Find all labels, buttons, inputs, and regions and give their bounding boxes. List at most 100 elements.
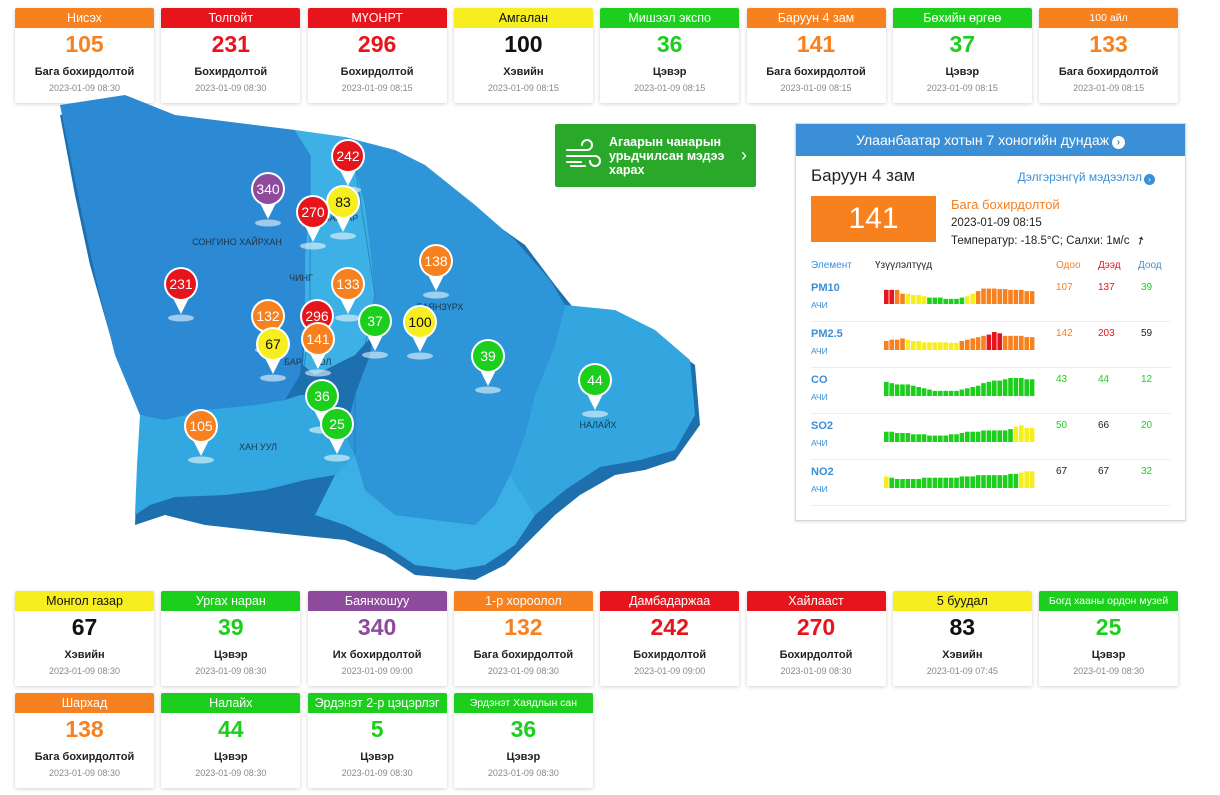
- spark-bar: [986, 288, 992, 304]
- station-name: Ургах наран: [161, 591, 301, 611]
- spark-bar: [1019, 472, 1024, 488]
- station-aqi-value: 340: [357, 614, 397, 640]
- spark-bar: [884, 381, 889, 396]
- district-label: ЧИНГ: [289, 273, 313, 283]
- aqi-value-box: 141: [811, 196, 936, 242]
- spark-bar: [916, 434, 921, 442]
- map-pin[interactable]: 231: [164, 267, 198, 322]
- spark-bar: [965, 431, 970, 442]
- station-card[interactable]: Толгойт 231 Бохирдолтой 2023-01-09 08:30: [161, 8, 301, 103]
- station-name: 5 буудал: [892, 591, 1032, 611]
- map-pin-circle: [333, 141, 363, 171]
- station-card[interactable]: 1-р хороолол 132 Бага бохирдолтой 2023-01-0…: [453, 591, 593, 686]
- station-card[interactable]: 5 буудал 83 Хэвийн 2023-01-09 07:45: [892, 591, 1032, 686]
- station-card[interactable]: Богд хааны ордон музей 25 Цэвэр 2023-01-09 …: [1039, 591, 1179, 686]
- spark-bar: [954, 298, 959, 304]
- wind-icon: [566, 138, 601, 167]
- station-card[interactable]: Налайх 44 Цэвэр 2023-01-09 08:30: [161, 693, 301, 788]
- map-pin[interactable]: 138: [419, 244, 453, 299]
- station-timestamp: 2023-01-09 08:30: [487, 666, 559, 676]
- station-card[interactable]: Монгол газар 67 Хэвийн 2023-01-09 08:30: [15, 591, 154, 686]
- map-pin[interactable]: 83: [326, 185, 360, 240]
- station-card[interactable]: Баянхошуу 340 Их бохирдолтой 2023-01-09 09:…: [307, 591, 447, 686]
- station-aqi-value: 138: [65, 716, 104, 742]
- map-pin-value: 67: [265, 336, 281, 352]
- station-card[interactable]: Эрдэнэт Хаядлын сан 36 Цэвэр 2023-01-09 08:…: [453, 693, 593, 788]
- station-aqi-value: 270: [796, 614, 836, 640]
- station-aqi-value: 231: [211, 31, 250, 57]
- station-card[interactable]: Хайлааст 270 Бохирдолтой 2023-01-09 08:30: [746, 591, 886, 686]
- spark-bar: [1029, 379, 1035, 396]
- map-pin-circle: [328, 187, 358, 217]
- district-bayanzurkh[interactable]: [345, 137, 565, 525]
- spark-bar: [948, 298, 954, 304]
- station-name: Бөхийн өргөө: [892, 8, 1032, 28]
- map-pin-circle: [253, 174, 283, 204]
- spark-bar: [932, 297, 938, 304]
- spark-bar: [1013, 289, 1019, 304]
- station-card[interactable]: Ургах наран 39 Цэвэр 2023-01-09 08:30: [161, 591, 301, 686]
- district-songinokhairkhan[interactable]: [60, 95, 310, 420]
- map-pin[interactable]: 133: [331, 267, 365, 322]
- district-south[interactable]: [315, 455, 535, 570]
- pollutant-table: Элемент Үзүүлэлтүүд Одоо Дээд Доод PM10 А…: [811, 260, 1171, 506]
- weekly-average-link[interactable]: Улаанбаатар хотын 7 хоногийн дундаж ›: [796, 124, 1185, 156]
- station-name: Шархад: [15, 693, 154, 713]
- header-element: Элемент: [811, 260, 852, 271]
- selected-station-name: Баруун 4 зам: [811, 166, 916, 185]
- detail-link[interactable]: Дэлгэрэнгүй мэдээлэл ›: [1018, 170, 1155, 185]
- station-card[interactable]: Бөхийн өргөө 37 Цэвэр 2023-01-09 08:15: [892, 8, 1032, 103]
- spark-bar: [1019, 425, 1024, 442]
- station-card[interactable]: Мишээл экспо 36 Цэвэр 2023-01-09 08:15: [600, 8, 740, 103]
- station-card[interactable]: Шархад 138 Бага бохирдолтой 2023-01-09 08:3…: [15, 693, 154, 788]
- map-pin[interactable]: 44: [578, 363, 612, 418]
- station-card[interactable]: Баруун 4 зам 141 Бага бохирдолтой 2023-01-0…: [746, 8, 886, 103]
- map-pin[interactable]: 100: [403, 305, 437, 360]
- station-level: Бохирдолтой: [633, 649, 707, 661]
- map-pin[interactable]: 37: [358, 304, 392, 359]
- map-pin[interactable]: 270: [296, 195, 330, 250]
- map-pin-value: 36: [314, 388, 330, 404]
- station-card[interactable]: Амгалан 100 Хэвийн 2023-01-09 08:15: [453, 8, 593, 103]
- district-nalaikh[interactable]: [510, 305, 695, 515]
- ulaanbaatar-district-map: СОНГИНО ХАЙРХАН ХАН УУЛ БАЯНЗҮРХ НАЛАЙХ ЧИНГ…: [60, 95, 700, 580]
- map-pin[interactable]: 105: [184, 409, 218, 464]
- station-card[interactable]: МҮОНРТ 296 Бохирдолтой 2023-01-09 08:15: [307, 8, 447, 103]
- station-name: Эрдэнэт Хаядлын сан: [453, 693, 593, 713]
- pollutant-now: 142: [1056, 328, 1073, 339]
- pollutant-sparkbars: [884, 332, 1035, 350]
- pollutant-sparkbars: [884, 471, 1035, 488]
- station-card[interactable]: 100 айл 133 Бага бохирдолтой 2023-01-09 08:…: [1039, 8, 1179, 103]
- map-pin[interactable]: 141: [301, 322, 335, 377]
- spark-bar: [905, 293, 911, 304]
- spark-bar: [997, 430, 1002, 442]
- arrow-circle-icon: ›: [1111, 136, 1125, 149]
- station-card[interactable]: Дамбадаржаа 242 Бохирдолтой 2023-01-09 09:0…: [600, 591, 740, 686]
- station-name: Хайлааст: [746, 591, 886, 611]
- spark-bar: [927, 477, 932, 488]
- map-pin[interactable]: 39: [471, 339, 505, 394]
- station-aqi-value: 296: [357, 31, 397, 57]
- district-label: ХАН УУЛ: [239, 442, 277, 452]
- forecast-button[interactable]: Агаарын чанарын урьдчилсан мэдээ харах ›: [555, 124, 756, 187]
- station-name: Нисэх: [15, 8, 154, 28]
- pollutant-min: 20: [1141, 420, 1153, 431]
- spark-bar: [894, 479, 900, 488]
- map-pin[interactable]: 340: [251, 172, 285, 227]
- detail-link-label: Дэлгэрэнгүй мэдээлэл: [1017, 170, 1142, 184]
- map-pin[interactable]: 25: [320, 407, 354, 462]
- spark-bar: [1029, 471, 1035, 488]
- station-aqi-value: 44: [218, 716, 244, 742]
- spark-bar: [992, 288, 997, 304]
- station-card[interactable]: Эрдэнэт 2-р цэцэрлэг 5 Цэвэр 2023-01-09 08:…: [307, 693, 447, 788]
- pollutant-sparkbars: [884, 288, 1035, 304]
- spark-bar: [954, 390, 959, 396]
- station-timestamp: 2023-01-09 08:15: [1073, 83, 1145, 93]
- spark-bar: [911, 479, 916, 488]
- map-pin[interactable]: 67: [256, 327, 290, 382]
- spark-bar: [900, 479, 905, 488]
- spark-bar: [900, 433, 905, 442]
- station-card[interactable]: Нисэх 105 Бага бохирдолтой 2023-01-09 08:30: [15, 8, 154, 103]
- map-pin-circle: [307, 381, 337, 411]
